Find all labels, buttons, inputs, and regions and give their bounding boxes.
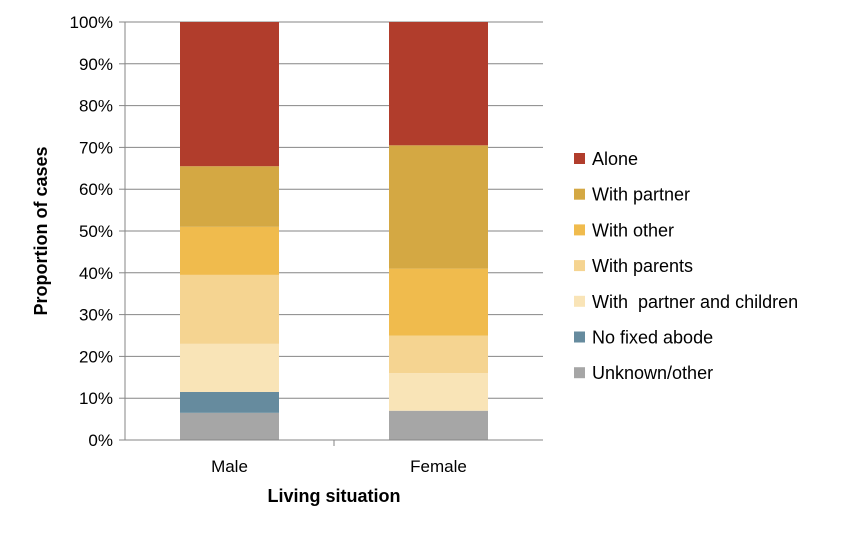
bar-segment-male-no-fixed-abode	[180, 391, 279, 413]
y-tick-label: 70%	[79, 138, 113, 157]
bar-segment-male-with-partner-and-children	[180, 343, 279, 392]
bar-segment-female-with-parents	[389, 335, 488, 374]
legend-swatch	[574, 260, 585, 272]
legend-swatch	[574, 153, 585, 164]
y-tick-label: 90%	[79, 55, 113, 74]
bar-segment-female-unknown-other	[389, 410, 488, 440]
x-tick-label: Female	[410, 457, 467, 476]
y-tick-label: 80%	[79, 97, 113, 116]
y-tick-label: 20%	[79, 347, 113, 366]
bar-segment-female-with-other	[389, 268, 488, 336]
bar-segment-male-unknown-other	[180, 412, 279, 440]
y-axis-title: Proportion of cases	[31, 146, 51, 315]
bar-segment-male-alone	[180, 22, 279, 167]
x-tick-labels: Male Female	[211, 457, 467, 476]
y-tick-label: 100%	[70, 13, 113, 32]
y-tick-label: 10%	[79, 389, 113, 408]
bars	[180, 22, 488, 440]
bar-segment-female-with-partner	[389, 145, 488, 269]
legend-swatch	[574, 224, 585, 236]
y-tick-label: 50%	[79, 222, 113, 241]
legend-swatch	[574, 188, 585, 200]
legend-label: With partner and children	[592, 292, 798, 312]
y-tick-labels: 0% 10% 20% 30% 40% 50% 60% 70% 80% 90% 100%	[70, 13, 113, 450]
legend-label: With partner	[592, 185, 690, 205]
legend-swatch	[574, 331, 585, 343]
bar-segment-female-with-partner-and-children	[389, 373, 488, 411]
legend: Alone With partner With other With parents W…	[574, 149, 798, 383]
legend-label: With parents	[592, 256, 693, 276]
y-tick-label: 60%	[79, 180, 113, 199]
bar-segment-female-alone	[389, 22, 488, 146]
legend-swatch	[574, 367, 585, 379]
legend-label: With other	[592, 220, 674, 240]
x-tick-label: Male	[211, 457, 248, 476]
legend-swatch	[574, 295, 585, 307]
y-tick-label: 0%	[88, 431, 113, 450]
y-tick-label: 40%	[79, 264, 113, 283]
bar-segment-male-with-parents	[180, 274, 279, 344]
x-axis-title: Living situation	[268, 486, 401, 506]
legend-label: No fixed abode	[592, 328, 713, 348]
axes	[124, 22, 543, 446]
y-tick-label: 30%	[79, 306, 113, 325]
legend-label: Alone	[592, 149, 638, 169]
bar-segment-male-with-other	[180, 226, 279, 275]
legend-label: Unknown/other	[592, 363, 713, 383]
bar-segment-male-with-partner	[180, 166, 279, 227]
